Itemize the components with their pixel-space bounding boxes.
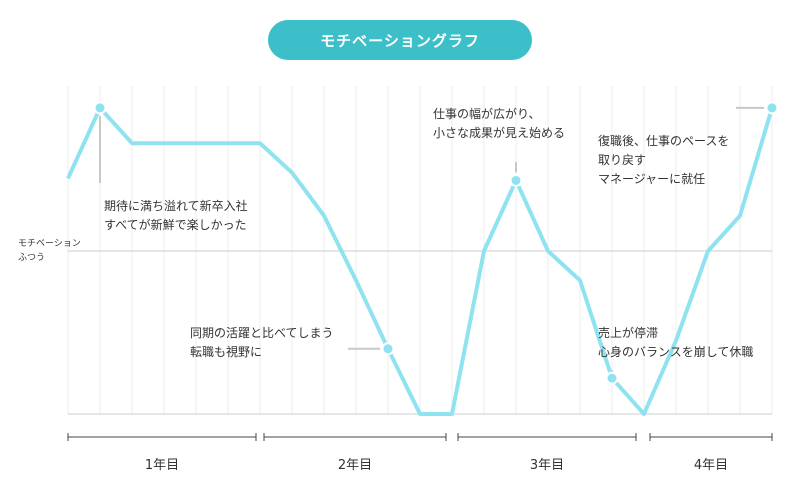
annotation-5: 復職後、仕事のペースを 取り戻す マネージャーに就任 bbox=[598, 133, 733, 186]
annotation-5-line-1: 復職後、仕事のペースを bbox=[598, 133, 729, 148]
annotation-3: 仕事の幅が広がり、 小さな成果が見え始める bbox=[433, 106, 565, 140]
period-label-4: 4年目 bbox=[694, 458, 728, 473]
data-point bbox=[93, 101, 107, 115]
data-point bbox=[765, 101, 779, 115]
annotation-1-line-1: 期待に満ち溢れて新卒入社 bbox=[104, 198, 248, 213]
period-label-3: 3年目 bbox=[530, 458, 564, 473]
annotation-4-line-2: 心身のバランスを崩して休職 bbox=[598, 344, 753, 359]
annotation-5-line-3: マネージャーに就任 bbox=[598, 172, 705, 186]
annotation-2: 同期の活躍と比べてしまう 転職も視野に bbox=[190, 326, 337, 359]
data-points bbox=[93, 101, 779, 385]
series-line bbox=[66, 105, 774, 416]
annotation-leaders bbox=[99, 106, 764, 372]
annotation-1: 期待に満ち溢れて新卒入社 すべてが新鮮で楽しかった bbox=[104, 198, 251, 232]
grid bbox=[67, 86, 773, 414]
annotations: 期待に満ち溢れて新卒入社 すべてが新鮮で楽しかった 同期の活躍と比べてしまう 転… bbox=[104, 106, 753, 359]
period-label-1: 1年目 bbox=[145, 458, 179, 473]
data-point bbox=[509, 173, 523, 187]
y-label-normal: ふつう bbox=[18, 252, 45, 263]
period-axis: 1年目 2年目 3年目 4年目 bbox=[67, 433, 773, 473]
data-point bbox=[381, 342, 395, 356]
period-label-2: 2年目 bbox=[338, 458, 372, 473]
annotation-2-line-2: 転職も視野に bbox=[190, 344, 262, 359]
annotation-4: 売上が停滞 心身のバランスを崩して休職 bbox=[598, 325, 753, 359]
chart-title: モチベーショングラフ bbox=[268, 20, 532, 60]
annotation-3-line-2: 小さな成果が見え始める bbox=[433, 125, 565, 140]
annotation-1-line-2: すべてが新鮮で楽しかった bbox=[104, 217, 247, 232]
annotation-5-line-2: 取り戻す bbox=[598, 153, 646, 167]
annotation-2-line-1: 同期の活躍と比べてしまう bbox=[190, 326, 334, 340]
data-point bbox=[605, 371, 619, 385]
annotation-3-line-1: 仕事の幅が広がり、 bbox=[433, 106, 541, 121]
y-label-motivation: モチベーション bbox=[18, 238, 81, 249]
annotation-4-line-1: 売上が停滞 bbox=[598, 325, 658, 340]
